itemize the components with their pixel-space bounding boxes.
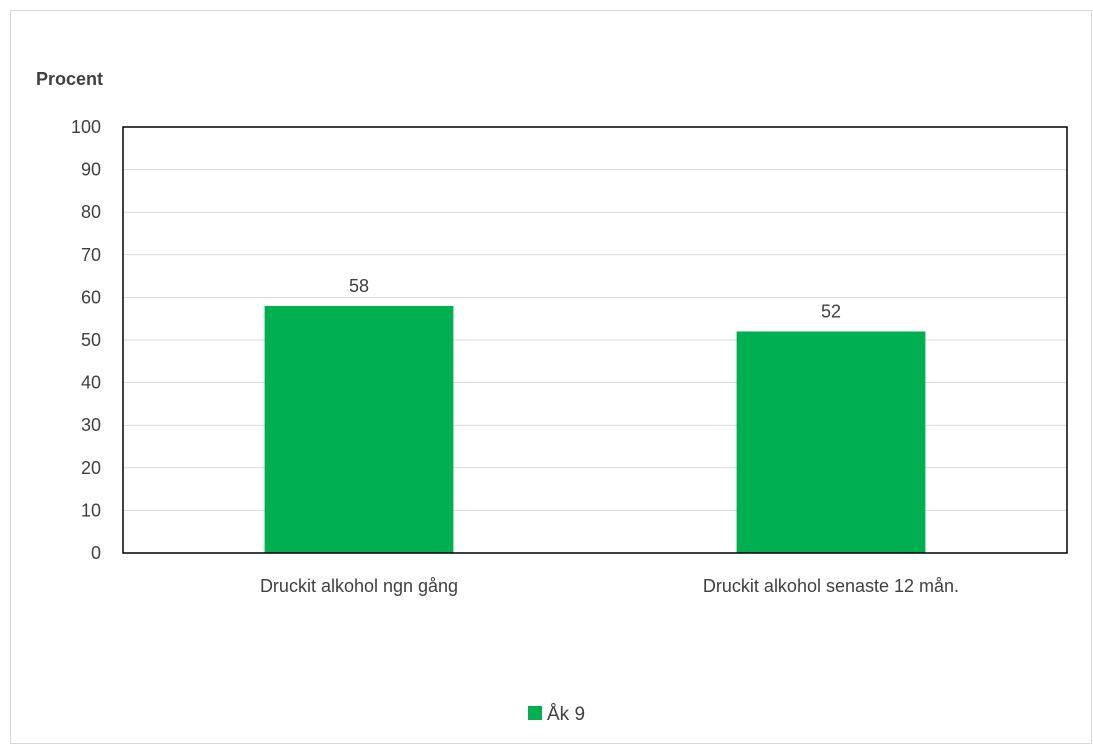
category-labels: Druckit alkohol ngn gång Druckit alkohol …: [260, 576, 959, 596]
category-label: Druckit alkohol ngn gång: [260, 576, 458, 596]
category-label: Druckit alkohol senaste 12 mån.: [703, 576, 959, 596]
y-tick-label: 80: [81, 202, 101, 222]
plot-area-border: [122, 126, 1068, 554]
y-tick-label: 40: [81, 373, 101, 393]
y-tick-label: 60: [81, 287, 101, 307]
y-tick-label: 30: [81, 415, 101, 435]
legend-label: Åk 9: [547, 704, 585, 725]
y-tick-label: 0: [91, 543, 101, 563]
legend[interactable]: Åk 9: [528, 704, 585, 725]
data-label: 58: [349, 276, 369, 296]
bar[interactable]: [736, 331, 926, 553]
y-tick-label: 10: [81, 500, 101, 520]
y-tick-label: 90: [81, 160, 101, 180]
y-axis-title: Procent: [36, 69, 103, 89]
bar[interactable]: [264, 305, 454, 553]
y-tick-labels: 0 10 20 30 40 50 60 70 80 90 100: [71, 117, 101, 563]
data-label: 52: [821, 301, 841, 321]
bars: [264, 305, 926, 553]
y-tick-label: 100: [71, 117, 101, 137]
legend-swatch: [528, 706, 542, 720]
data-labels: 58 52: [349, 276, 841, 322]
y-tick-label: 20: [81, 458, 101, 478]
y-tick-label: 70: [81, 245, 101, 265]
y-tick-label: 50: [81, 330, 101, 350]
